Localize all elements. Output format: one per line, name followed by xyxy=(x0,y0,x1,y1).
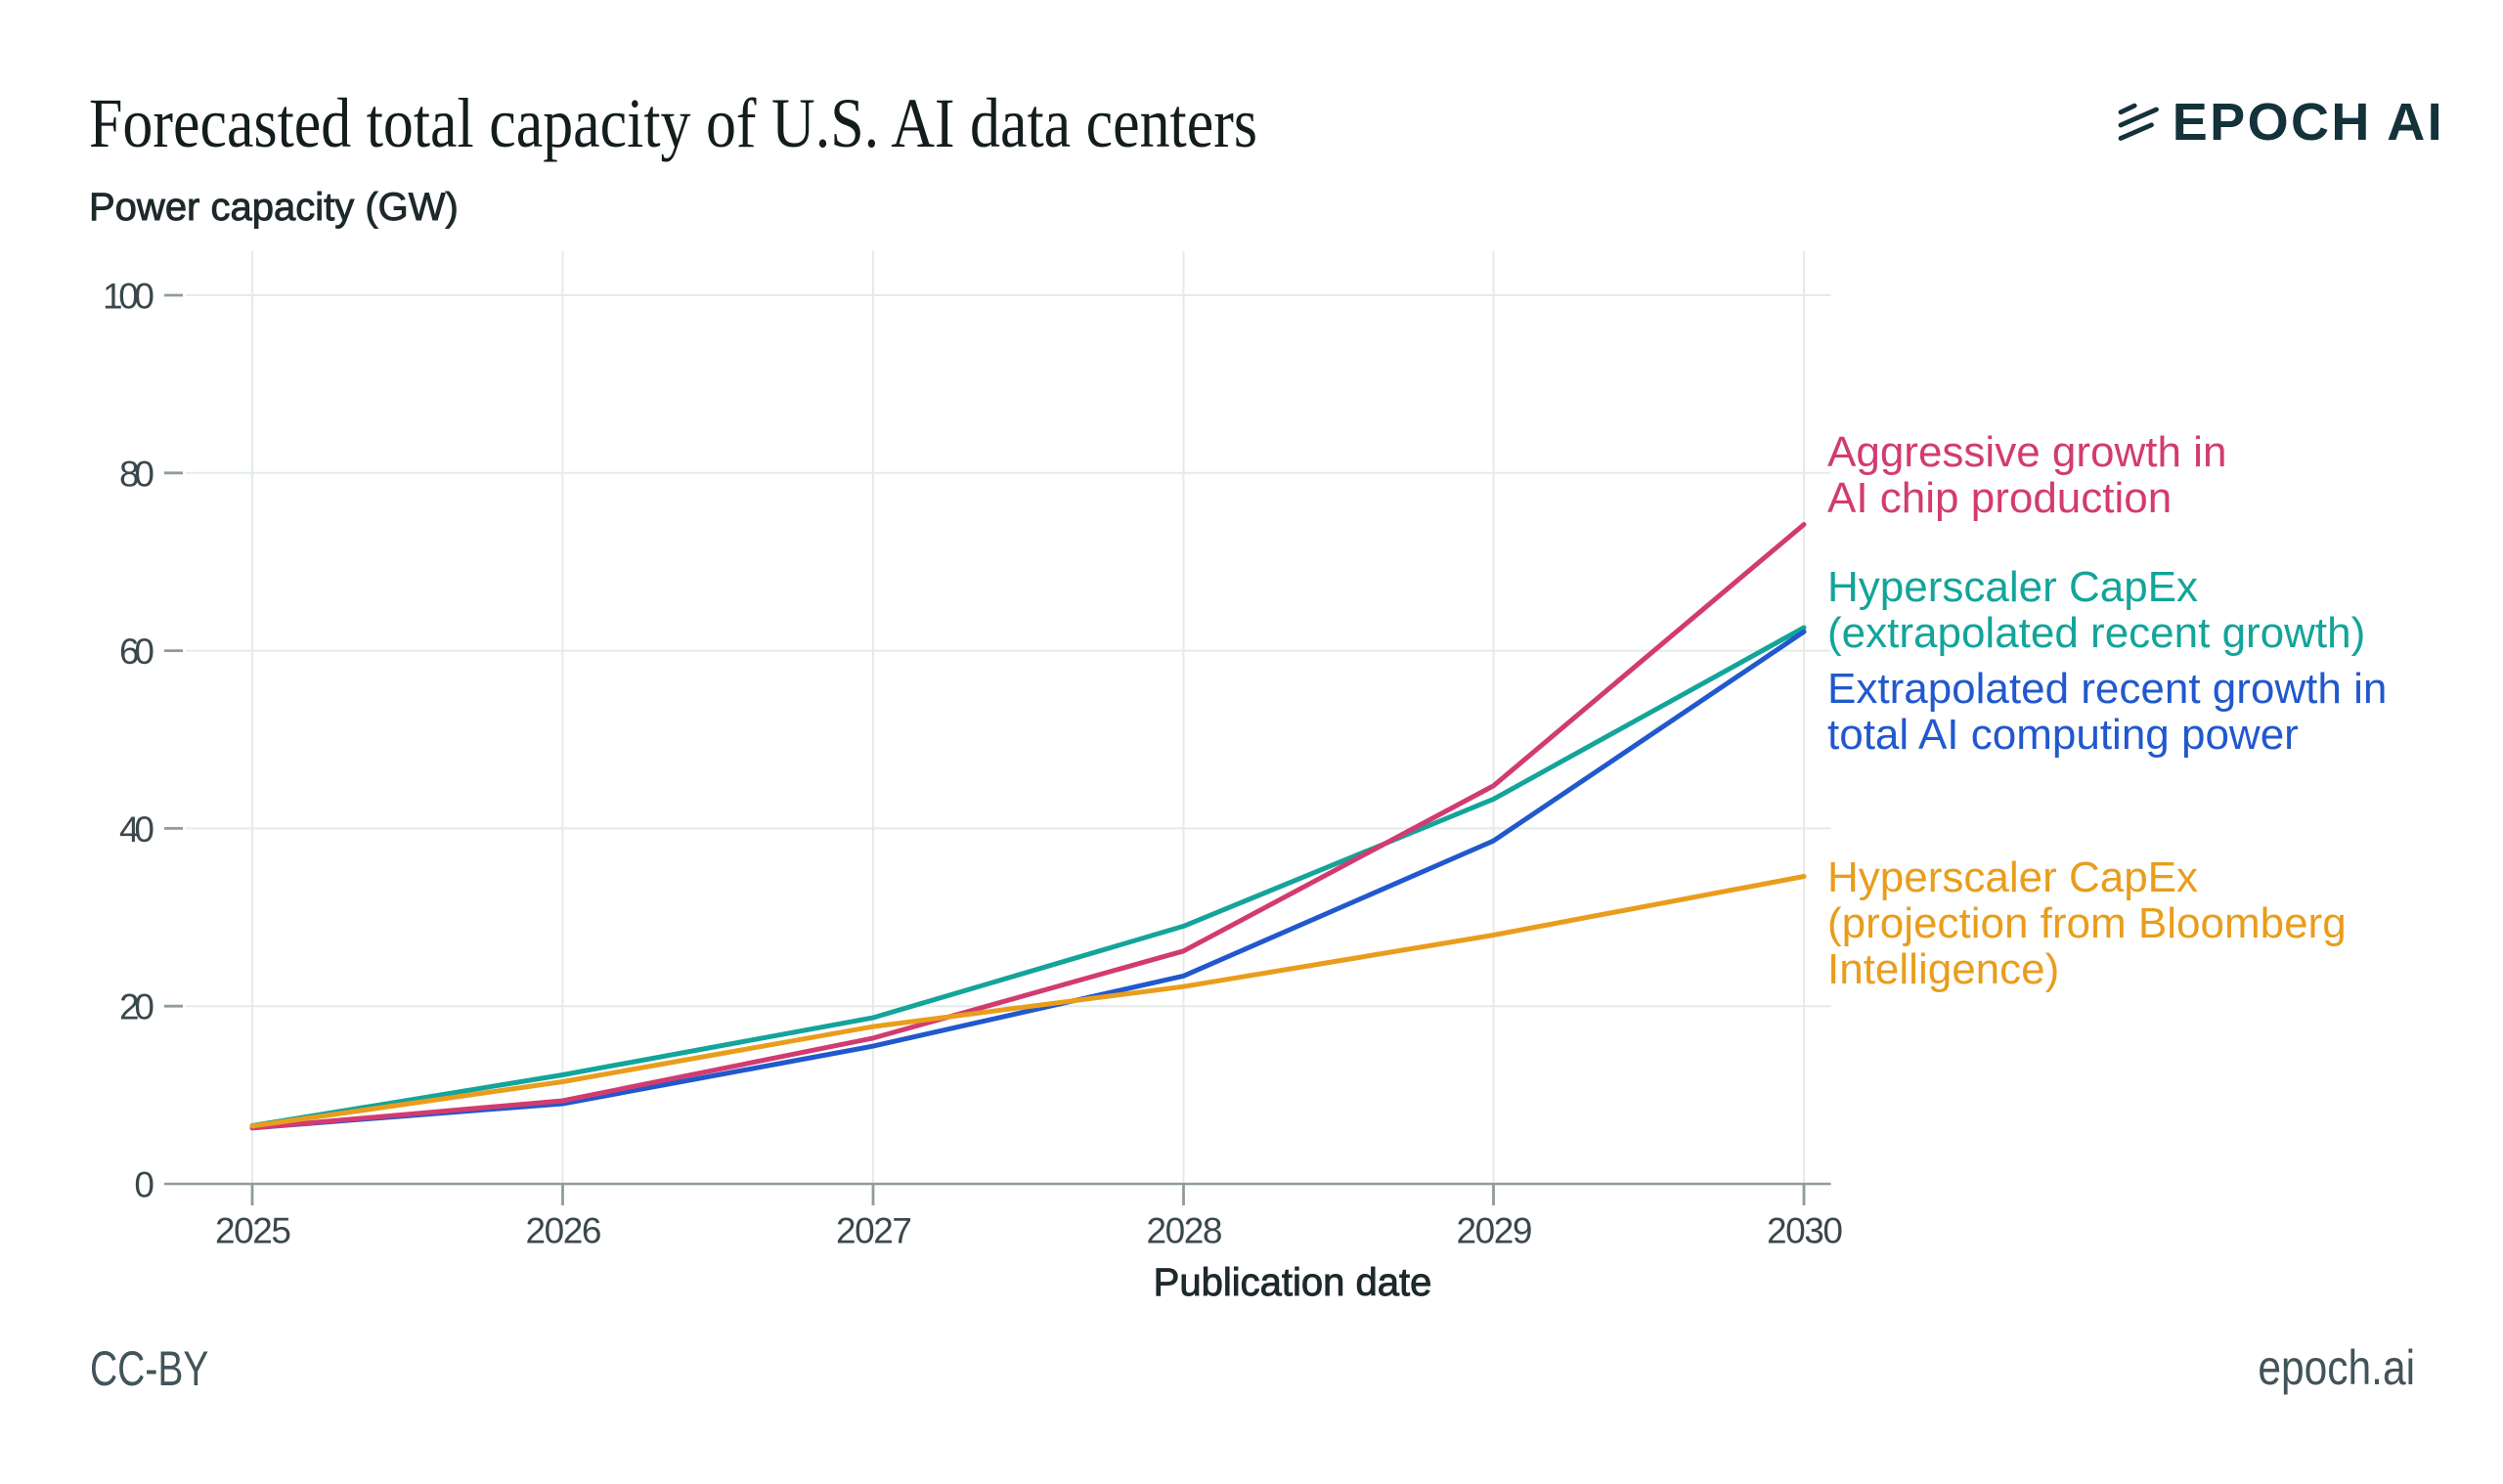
svg-text:100: 100 xyxy=(103,277,154,317)
svg-text:80: 80 xyxy=(119,454,154,494)
svg-text:2027: 2027 xyxy=(836,1210,912,1250)
svg-text:40: 40 xyxy=(119,809,154,850)
svg-text:60: 60 xyxy=(119,632,154,672)
svg-text:2026: 2026 xyxy=(526,1210,602,1250)
svg-text:2028: 2028 xyxy=(1147,1210,1223,1250)
svg-text:0: 0 xyxy=(134,1165,154,1205)
svg-text:2029: 2029 xyxy=(1457,1210,1533,1250)
svg-text:2030: 2030 xyxy=(1767,1210,1843,1250)
svg-text:Publication date: Publication date xyxy=(1154,1261,1432,1304)
svg-text:2025: 2025 xyxy=(215,1210,291,1250)
svg-text:20: 20 xyxy=(119,987,154,1027)
